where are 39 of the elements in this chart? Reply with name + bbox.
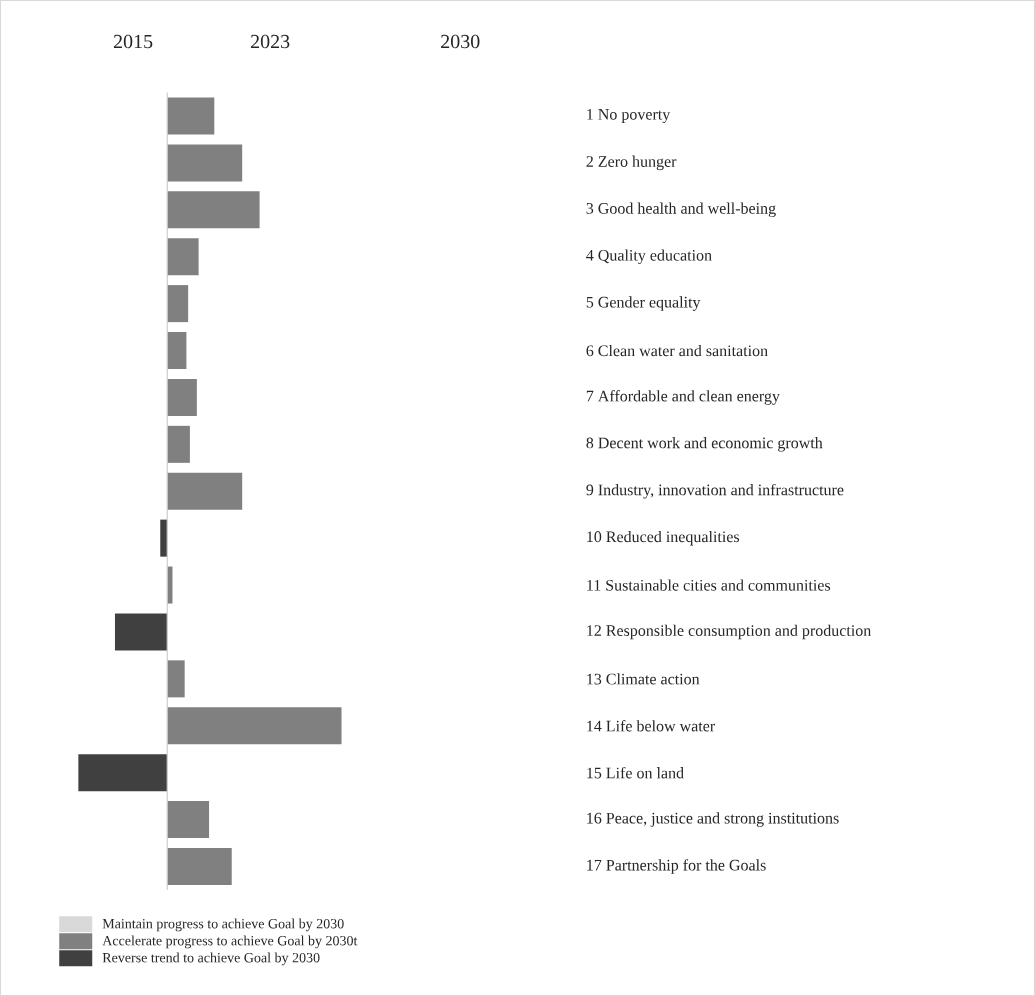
legend-label: Reverse trend to achieve Goal by 2030 bbox=[102, 952, 320, 966]
bar bbox=[167, 707, 342, 745]
bar bbox=[114, 613, 168, 651]
y-tick-label: 4 Quality education bbox=[586, 249, 712, 264]
y-tick-label: 17 Partnership for the Goals bbox=[587, 859, 766, 874]
y-tick-label: 3 Good health and well-being bbox=[586, 202, 776, 218]
bar bbox=[167, 332, 187, 370]
bar bbox=[167, 847, 232, 885]
text: 2030 bbox=[441, 34, 480, 49]
y-tick-label: 11 Sustainable cities and communities bbox=[587, 579, 831, 591]
bar bbox=[167, 97, 215, 135]
y-tick-label: 2 Zero hunger bbox=[586, 155, 677, 171]
bar bbox=[167, 285, 189, 323]
bar bbox=[78, 754, 168, 792]
y-tick-label: 6 Clean water and sanitation bbox=[586, 344, 768, 357]
bar bbox=[167, 425, 190, 463]
y-tick-label: 12 Responsible consumption and production bbox=[587, 624, 872, 640]
y-tick-label: 13 Climate action bbox=[587, 673, 700, 685]
bar bbox=[160, 519, 168, 557]
bar bbox=[167, 472, 243, 510]
bar bbox=[167, 191, 260, 229]
y-tick-label: 5 Gender equality bbox=[586, 296, 701, 311]
bar bbox=[167, 801, 210, 839]
y-tick-label: 8 Decent work and economic growth bbox=[586, 437, 823, 452]
y-tick-label: 10 Reduced inequalities bbox=[587, 530, 740, 546]
bar bbox=[167, 378, 197, 416]
bar bbox=[167, 238, 199, 276]
text: 2023 bbox=[251, 34, 290, 49]
legend-label: Maintain progress to achieve Goal by 2030 bbox=[102, 918, 344, 932]
y-tick-label: 7 Affordable and clean energy bbox=[586, 390, 780, 405]
y-tick-label: 14 Life below water bbox=[587, 720, 716, 732]
legend-label: Accelerate progress to achieve Goal by 2030t bbox=[102, 935, 358, 949]
y-tick-label: 9 Industry, innovation and infrastructure bbox=[586, 483, 844, 499]
y-tick-label: 16 Peace, justice and strong institutions bbox=[587, 812, 839, 827]
bar bbox=[167, 144, 243, 182]
text: 2015 bbox=[113, 34, 153, 49]
y-tick-label: 1 No poverty bbox=[587, 109, 671, 124]
y-tick-label: 15 Life on land bbox=[587, 766, 684, 779]
bar bbox=[167, 660, 185, 698]
